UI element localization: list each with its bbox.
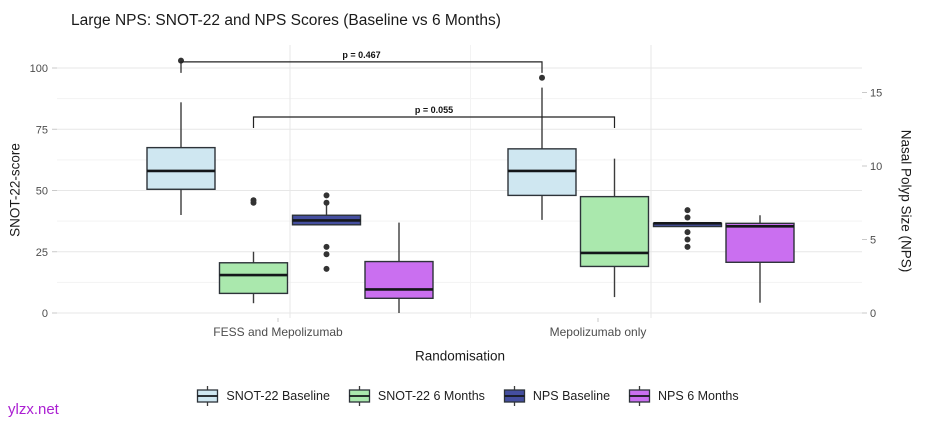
- pvalue-bracket: [180, 61, 543, 73]
- left-tick-label: 75: [36, 124, 48, 136]
- right-tick-label: 10: [870, 161, 882, 173]
- box-snot-22-6-months-group1-outlier: [250, 197, 257, 204]
- left-tick-label: 0: [42, 308, 48, 320]
- left-tick-label: 50: [36, 186, 48, 198]
- box-nps-baseline-group1-outlier: [323, 251, 330, 258]
- left-tick-label: 25: [36, 247, 48, 259]
- legend-item-snot-22-6-months: SNOT-22 6 Months: [347, 385, 485, 407]
- x-tick-label: FESS and Mepolizumab: [213, 325, 343, 339]
- x-tick-label: Mepolizumab only: [550, 325, 647, 339]
- pvalue-label: p = 0.467: [342, 50, 380, 60]
- legend-glyph-snot-22-6-months: [348, 386, 371, 406]
- legend-item-nps-baseline: NPS Baseline: [502, 385, 610, 407]
- right-tick-label: 15: [870, 88, 882, 100]
- box-nps-6-months-group1: [364, 260, 434, 299]
- right-tick-label: 0: [870, 308, 876, 320]
- x-axis-title: Randomisation: [414, 348, 506, 364]
- legend-label: SNOT-22 Baseline: [226, 389, 330, 403]
- left-axis-title: SNOT-22-score: [7, 143, 23, 237]
- box-snot-22-baseline-group1: [146, 146, 216, 190]
- box-snot-22-6-months-group1: [218, 262, 289, 295]
- box-nps-baseline-group1-outlier: [323, 265, 330, 272]
- box-snot-22-6-months-group2: [579, 195, 650, 268]
- right-axis-title: Nasal Polyp Size (NPS): [898, 129, 914, 273]
- legend-label: NPS 6 Months: [658, 389, 739, 403]
- legend-glyph-nps-6-months: [628, 386, 651, 406]
- box-nps-baseline-group2-outlier: [684, 214, 691, 221]
- box-nps-baseline-group1-outlier: [323, 243, 330, 250]
- box-nps-baseline-group2-outlier: [684, 207, 691, 214]
- legend-glyph-nps-baseline: [503, 386, 526, 406]
- box-nps-baseline-group2-outlier: [684, 229, 691, 236]
- legend-label: SNOT-22 6 Months: [377, 389, 485, 403]
- box-nps-baseline-group2-outlier: [684, 243, 691, 250]
- legend-item-snot-22-baseline: SNOT-22 Baseline: [195, 385, 330, 407]
- pvalue-label: p = 0.055: [415, 105, 453, 115]
- box-nps-6-months-group2: [725, 222, 795, 263]
- legend-item-nps-6-months: NPS 6 Months: [627, 385, 739, 407]
- legend: SNOT-22 Baseline SNOT-22 6 Months NPS Base…: [0, 385, 934, 407]
- box-nps-baseline-group2-outlier: [684, 236, 691, 243]
- chart-title: Large NPS: SNOT-22 and NPS Scores (Basel…: [71, 12, 501, 29]
- watermark-link: ylzx.net: [8, 401, 59, 418]
- legend-label: NPS Baseline: [532, 389, 611, 403]
- plot-panel: 0 25 50 75 100 0 5 10 15 FESS and Mepolizumab Mepo…: [30, 45, 882, 339]
- box-nps-baseline-group1-outlier: [323, 199, 330, 206]
- left-tick-label: 100: [30, 63, 48, 75]
- right-tick-label: 5: [870, 235, 876, 247]
- legend-glyph-snot-22-baseline: [197, 386, 219, 406]
- box-nps-baseline-group1-outlier: [323, 192, 330, 199]
- pvalue-bracket: [252, 116, 616, 128]
- box-snot-22-baseline-group2-outlier: [539, 74, 545, 81]
